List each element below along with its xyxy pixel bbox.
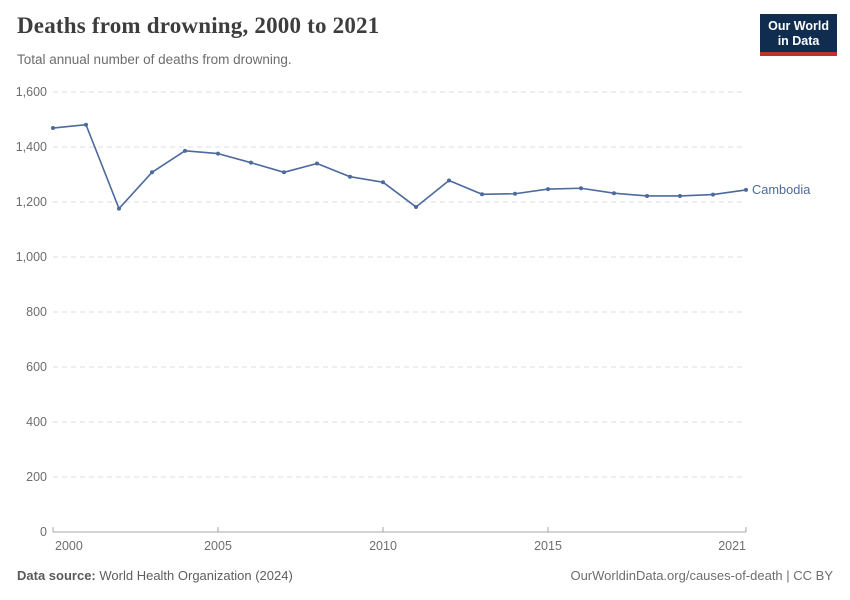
x-axis-label-2010: 2010: [369, 539, 397, 553]
data-point-2015[interactable]: [546, 187, 550, 192]
y-axis-label-600: 600: [26, 360, 47, 374]
data-point-2021[interactable]: [744, 187, 748, 192]
data-point-2012[interactable]: [447, 178, 451, 183]
data-point-2019[interactable]: [678, 193, 682, 198]
data-point-2005[interactable]: [216, 151, 220, 156]
data-point-2004[interactable]: [183, 148, 187, 153]
data-point-2007[interactable]: [282, 170, 286, 175]
y-axis-label-800: 800: [26, 305, 47, 319]
data-point-2018[interactable]: [645, 193, 649, 198]
data-point-2008[interactable]: [315, 161, 319, 166]
data-point-2002[interactable]: [117, 206, 121, 211]
x-axis-label-2015: 2015: [534, 539, 562, 553]
x-axis-label-2000: 2000: [55, 539, 83, 553]
owid-logo-line2: in Data: [777, 33, 820, 48]
y-axis-label-1200: 1,200: [16, 195, 47, 209]
data-point-2016[interactable]: [579, 186, 583, 191]
data-point-2006[interactable]: [249, 160, 253, 165]
data-point-2009[interactable]: [348, 174, 352, 179]
data-point-2001[interactable]: [84, 122, 88, 127]
data-point-2013[interactable]: [480, 192, 484, 197]
data-source-label: Data source:: [17, 568, 96, 583]
chart-footer: Data source: World Health Organization (…: [17, 568, 833, 583]
y-axis-label-200: 200: [26, 470, 47, 484]
data-point-2010[interactable]: [381, 180, 385, 185]
data-point-2003[interactable]: [150, 170, 154, 175]
attribution-link[interactable]: OurWorldinData.org/causes-of-death | CC …: [570, 568, 833, 583]
chart-subtitle: Total annual number of deaths from drown…: [17, 52, 292, 67]
y-axis-label-1400: 1,400: [16, 140, 47, 154]
series-line-cambodia[interactable]: [52, 123, 747, 210]
data-point-2011[interactable]: [414, 204, 418, 209]
data-source-value: World Health Organization (2024): [99, 568, 293, 583]
data-point-2017[interactable]: [612, 191, 616, 196]
data-point-2020[interactable]: [711, 192, 715, 197]
owid-logo-line1: Our World: [768, 19, 829, 33]
page-title: Deaths from drowning, 2000 to 2021: [17, 13, 380, 38]
x-axis-label-2005: 2005: [204, 539, 232, 553]
x-axis-label-2021: 2021: [718, 539, 746, 553]
data-point-2014[interactable]: [513, 191, 517, 196]
data-point-2000[interactable]: [51, 126, 55, 131]
data-source: Data source: World Health Organization (…: [17, 568, 293, 583]
series-label-cambodia[interactable]: Cambodia: [752, 182, 811, 197]
y-axis-label-400: 400: [26, 415, 47, 429]
y-axis-label-0: 0: [40, 525, 47, 539]
y-axis-label-1600: 1,600: [16, 85, 47, 99]
owid-logo[interactable]: Our World in Data: [760, 14, 837, 56]
y-axis-label-1000: 1,000: [16, 250, 47, 264]
